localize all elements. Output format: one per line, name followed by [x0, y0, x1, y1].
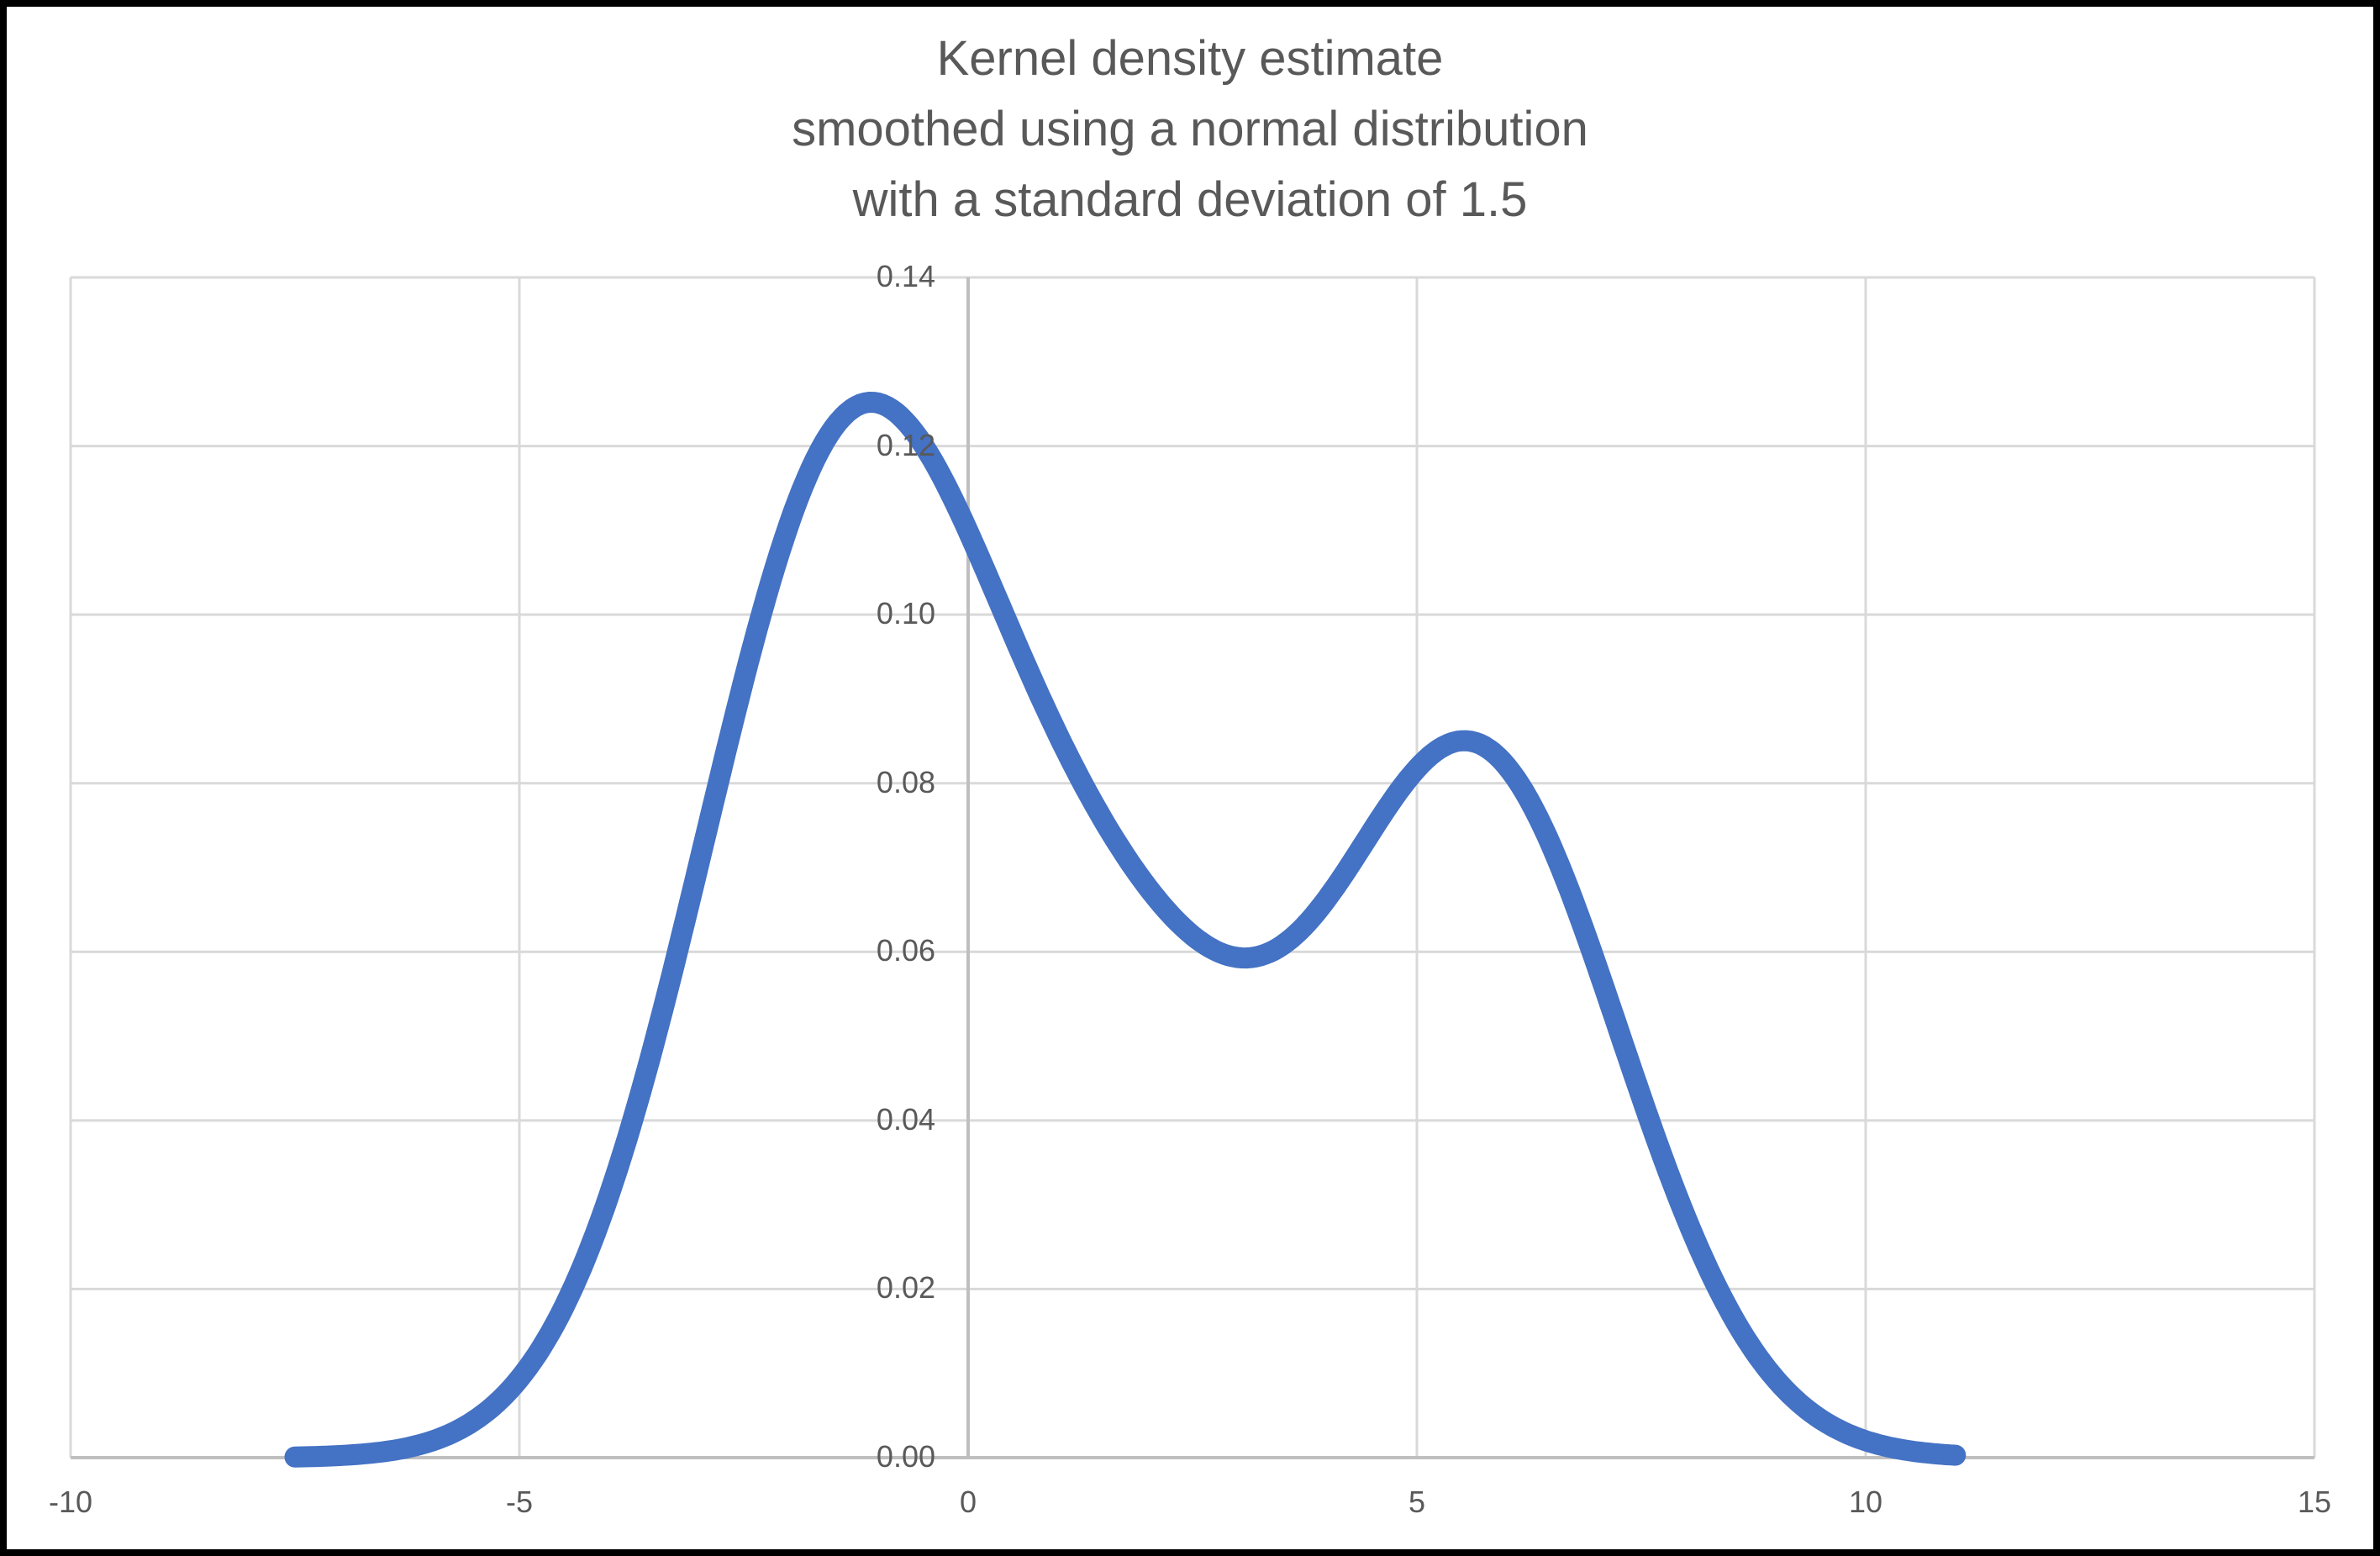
x-axis-tick-label: 10: [1848, 1485, 1883, 1519]
y-axis-tick-label: 0.12: [876, 427, 935, 462]
chart-title-line-1: Kernel density estimate: [936, 31, 1444, 86]
x-axis-tick-label: 0: [959, 1485, 977, 1519]
x-axis-tick-label: 5: [1408, 1485, 1426, 1519]
y-axis-tick-label: 0.00: [876, 1439, 935, 1474]
x-axis-tick-label: -5: [505, 1485, 534, 1519]
y-axis-tick-label: 0.14: [876, 259, 935, 294]
x-axis-tick-label: 15: [2297, 1485, 2332, 1519]
chart-title-line-3: with a standard deviation of 1.5: [852, 172, 1528, 227]
y-axis-tick-label: 0.06: [876, 933, 935, 968]
y-axis-tick-label: 0.04: [876, 1102, 935, 1137]
chart-title: Kernel density estimate smoothed using a…: [0, 24, 2380, 235]
y-axis-tick-label: 0.10: [876, 596, 935, 631]
x-axis-tick-label: -10: [48, 1485, 93, 1519]
y-axis-tick-label: 0.02: [876, 1270, 935, 1305]
y-axis-tick-label: 0.08: [876, 764, 935, 799]
chart-title-line-2: smoothed using a normal distribution: [792, 102, 1588, 156]
kde-curve: [284, 392, 1967, 1468]
